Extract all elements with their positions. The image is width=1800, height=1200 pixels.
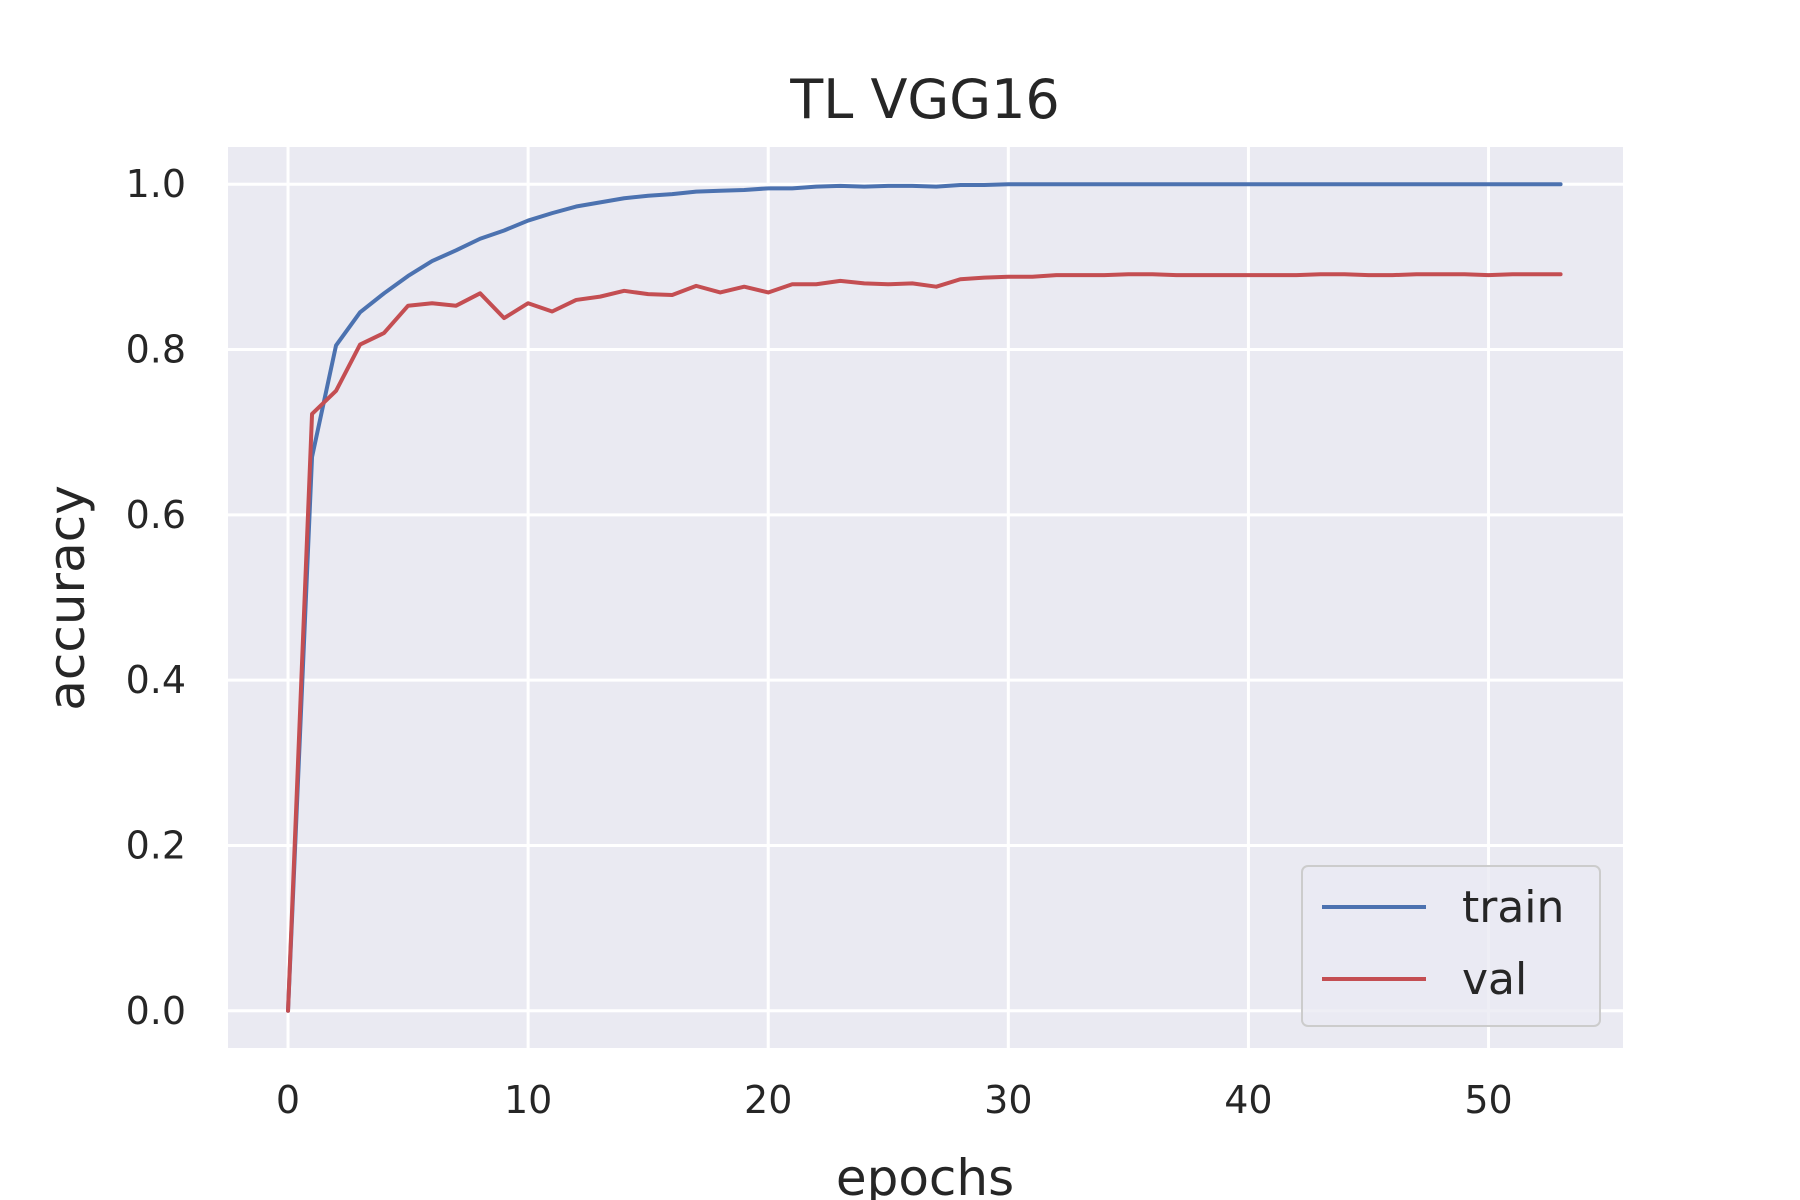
y-tick-label: 0.6 [126,493,186,537]
x-tick-label: 10 [504,1078,552,1122]
series-layer [286,182,1563,1013]
y-tick-label: 1.0 [126,162,186,206]
grid-lines [228,147,1623,1048]
x-axis-label: epochs [836,1149,1014,1200]
y-tick-label: 0.2 [126,823,186,867]
series-line-val [286,272,1563,1013]
x-tick-labels: 0 10 20 30 40 50 [276,1078,1513,1122]
x-tick-label: 20 [744,1078,792,1122]
x-tick-label: 0 [276,1078,300,1122]
series-line-train [286,182,1563,1013]
legend-label-train: train [1462,882,1564,933]
y-tick-label: 0.8 [126,328,186,372]
legend: train val [1301,865,1601,1027]
y-tick-label: 0.0 [126,989,186,1033]
x-tick-label: 30 [984,1078,1032,1122]
y-axis-label: accuracy [38,485,96,711]
y-tick-labels: 0.0 0.2 0.4 0.6 0.8 1.0 [126,162,186,1033]
x-tick-label: 40 [1224,1078,1272,1122]
x-tick-label: 50 [1464,1078,1512,1122]
chart-title: TL VGG16 [789,68,1060,131]
legend-label-val: val [1462,954,1527,1005]
y-tick-label: 0.4 [126,658,186,702]
